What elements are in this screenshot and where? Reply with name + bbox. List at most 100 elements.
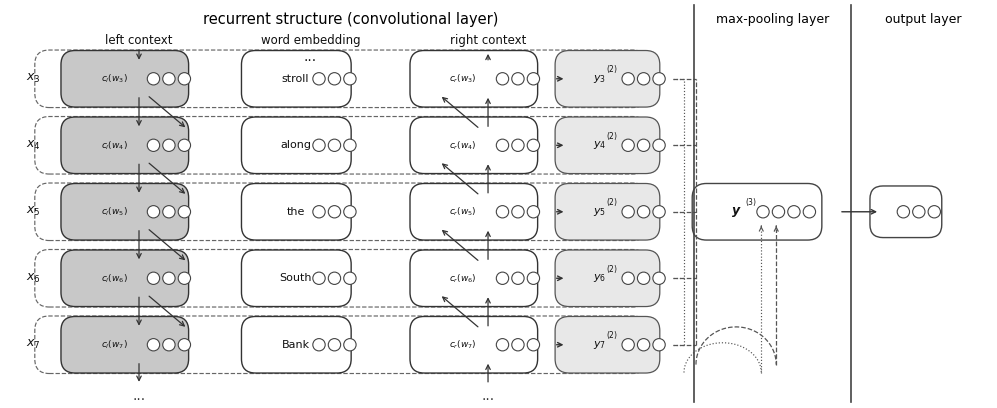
Circle shape (511, 339, 524, 351)
Circle shape (497, 272, 508, 284)
Text: $c_l(w_4)$: $c_l(w_4)$ (101, 139, 128, 151)
Circle shape (178, 272, 190, 284)
Text: $\boldsymbol{y_5}$: $\boldsymbol{y_5}$ (593, 206, 606, 218)
Circle shape (148, 139, 160, 151)
Text: $c_l(w_6)$: $c_l(w_6)$ (101, 272, 128, 284)
Text: right context: right context (450, 34, 526, 47)
FancyBboxPatch shape (241, 317, 351, 373)
FancyBboxPatch shape (410, 117, 537, 173)
Circle shape (622, 73, 634, 85)
Text: $(2)$: $(2)$ (605, 63, 618, 75)
Text: $(3)$: $(3)$ (745, 196, 758, 208)
Circle shape (527, 139, 539, 151)
Text: $\boldsymbol{x_5}$: $\boldsymbol{x_5}$ (26, 205, 41, 218)
Circle shape (178, 73, 190, 85)
FancyBboxPatch shape (410, 250, 537, 306)
Text: ...: ... (304, 50, 317, 64)
FancyBboxPatch shape (555, 117, 660, 173)
Circle shape (653, 139, 665, 151)
Circle shape (344, 206, 356, 218)
Text: $\boldsymbol{y_6}$: $\boldsymbol{y_6}$ (593, 272, 606, 284)
Circle shape (163, 206, 175, 218)
Circle shape (653, 339, 665, 351)
Circle shape (511, 139, 524, 151)
Circle shape (313, 339, 325, 351)
Circle shape (928, 206, 940, 218)
Circle shape (344, 339, 356, 351)
Circle shape (497, 339, 508, 351)
Circle shape (527, 206, 539, 218)
FancyBboxPatch shape (241, 117, 351, 173)
FancyBboxPatch shape (410, 317, 537, 373)
Text: $(2)$: $(2)$ (605, 263, 618, 275)
Circle shape (897, 206, 909, 218)
FancyBboxPatch shape (241, 250, 351, 306)
Text: ...: ... (482, 389, 495, 403)
Text: $\boldsymbol{x_6}$: $\boldsymbol{x_6}$ (26, 272, 41, 285)
Text: Bank: Bank (281, 340, 310, 350)
Text: $c_l(w_3)$: $c_l(w_3)$ (101, 73, 128, 85)
Text: $\boldsymbol{x_7}$: $\boldsymbol{x_7}$ (26, 338, 41, 351)
Text: word embedding: word embedding (260, 34, 360, 47)
Text: stroll: stroll (282, 74, 309, 84)
Circle shape (637, 339, 650, 351)
Circle shape (511, 206, 524, 218)
Circle shape (653, 73, 665, 85)
Circle shape (328, 73, 341, 85)
Circle shape (804, 206, 816, 218)
Circle shape (622, 139, 634, 151)
Text: left context: left context (106, 34, 172, 47)
Circle shape (527, 339, 539, 351)
FancyBboxPatch shape (61, 250, 188, 306)
Text: South: South (279, 273, 312, 283)
FancyBboxPatch shape (870, 186, 942, 237)
Circle shape (637, 139, 650, 151)
Text: $c_r(w_6)$: $c_r(w_6)$ (450, 272, 477, 284)
FancyBboxPatch shape (410, 184, 537, 240)
Circle shape (757, 206, 770, 218)
Circle shape (313, 206, 325, 218)
Circle shape (788, 206, 801, 218)
Circle shape (163, 73, 175, 85)
Circle shape (163, 339, 175, 351)
Circle shape (163, 272, 175, 284)
Circle shape (622, 272, 634, 284)
Text: $c_r(w_7)$: $c_r(w_7)$ (450, 339, 477, 351)
Circle shape (328, 139, 341, 151)
Circle shape (622, 206, 634, 218)
Circle shape (622, 339, 634, 351)
FancyBboxPatch shape (410, 51, 537, 107)
Text: $c_r(w_3)$: $c_r(w_3)$ (450, 73, 477, 85)
FancyBboxPatch shape (555, 250, 660, 306)
Circle shape (344, 272, 356, 284)
Text: $\boldsymbol{x_4}$: $\boldsymbol{x_4}$ (26, 139, 41, 152)
Circle shape (178, 139, 190, 151)
Circle shape (637, 206, 650, 218)
Circle shape (497, 206, 508, 218)
Circle shape (178, 339, 190, 351)
FancyBboxPatch shape (61, 51, 188, 107)
Circle shape (912, 206, 925, 218)
Text: $(2)$: $(2)$ (605, 130, 618, 142)
Circle shape (527, 272, 539, 284)
Text: $(2)$: $(2)$ (605, 196, 618, 208)
Text: the: the (286, 207, 305, 217)
Text: ...: ... (133, 389, 146, 403)
Text: $\boldsymbol{y_4}$: $\boldsymbol{y_4}$ (593, 139, 606, 151)
FancyBboxPatch shape (555, 51, 660, 107)
Circle shape (527, 73, 539, 85)
Circle shape (313, 272, 325, 284)
Text: $\boldsymbol{y_7}$: $\boldsymbol{y_7}$ (593, 339, 606, 351)
Text: $c_r(w_4)$: $c_r(w_4)$ (450, 139, 477, 151)
Text: $c_l(w_7)$: $c_l(w_7)$ (101, 339, 128, 351)
Circle shape (148, 73, 160, 85)
Text: $\boldsymbol{y_3}$: $\boldsymbol{y_3}$ (593, 73, 606, 85)
Circle shape (313, 139, 325, 151)
Circle shape (313, 73, 325, 85)
Text: recurrent structure (convolutional layer): recurrent structure (convolutional layer… (202, 12, 498, 27)
FancyBboxPatch shape (61, 184, 188, 240)
Text: $c_l(w_5)$: $c_l(w_5)$ (101, 206, 128, 218)
Circle shape (344, 73, 356, 85)
Circle shape (653, 272, 665, 284)
Text: max-pooling layer: max-pooling layer (716, 13, 830, 26)
